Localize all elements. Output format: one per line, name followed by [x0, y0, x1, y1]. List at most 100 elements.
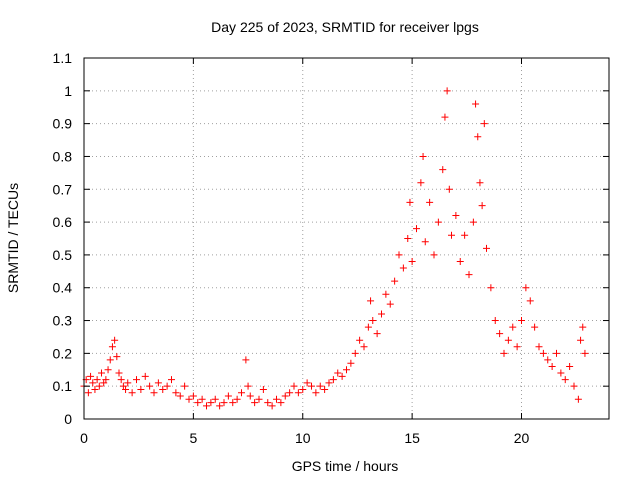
y-tick-label: 0.3 [53, 313, 73, 329]
data-point [566, 362, 574, 370]
data-point [89, 379, 97, 387]
data-point [111, 336, 119, 344]
data-point [399, 264, 407, 272]
data-point [491, 317, 499, 325]
chart-title: Day 225 of 2023, SRMTID for receiver lpg… [211, 19, 479, 35]
x-tick-label: 15 [404, 430, 420, 446]
data-point [113, 353, 121, 361]
y-tick-label: 0.8 [53, 148, 73, 164]
data-point [259, 385, 267, 393]
data-point [579, 323, 587, 331]
data-point [329, 376, 337, 384]
data-point [224, 392, 232, 400]
data-point [316, 382, 324, 390]
data-point [303, 379, 311, 387]
data-point [104, 366, 112, 374]
data-point [445, 185, 453, 193]
data-point [216, 402, 224, 410]
data-point [133, 376, 140, 384]
data-point [417, 179, 425, 187]
data-point [277, 399, 285, 407]
y-axis-title: SRMTID / TECUs [5, 183, 21, 293]
data-point [347, 359, 355, 367]
data-point [469, 218, 477, 226]
y-tick-label: 0 [64, 411, 72, 427]
data-point [421, 238, 429, 246]
y-tick-label: 0.5 [53, 247, 73, 263]
data-point [360, 343, 368, 351]
data-point [391, 277, 399, 285]
data-point [539, 349, 547, 357]
data-point [244, 382, 252, 390]
data-point [456, 257, 464, 265]
data-point [189, 392, 197, 400]
data-point [472, 100, 480, 108]
data-point [480, 120, 488, 128]
data-point [198, 395, 206, 403]
data-point [281, 392, 289, 400]
data-point [395, 251, 403, 259]
data-point [220, 399, 228, 407]
data-point [373, 330, 381, 338]
data-point [526, 297, 534, 305]
data-point [487, 284, 495, 292]
data-point [95, 382, 103, 390]
data-point [461, 231, 469, 239]
data-point [290, 382, 298, 390]
x-tick-label: 20 [514, 430, 530, 446]
data-point [476, 179, 484, 187]
data-point [441, 113, 449, 121]
data-point [452, 212, 460, 220]
data-point [150, 389, 158, 397]
data-point [364, 323, 372, 331]
data-point [299, 385, 307, 393]
data-point [159, 385, 167, 393]
data-point [146, 382, 154, 390]
data-point [273, 395, 280, 403]
data-point [185, 395, 193, 403]
y-tick-label: 0.4 [53, 280, 73, 296]
data-point [207, 399, 215, 407]
data-point [430, 251, 438, 259]
x-tick-label: 5 [189, 430, 197, 446]
data-point [141, 372, 149, 380]
data-point [413, 225, 420, 233]
data-point [308, 382, 315, 390]
y-tick-label: 0.7 [53, 181, 73, 197]
data-point [378, 310, 385, 318]
data-point [93, 376, 101, 384]
data-point [321, 385, 329, 393]
data-point [246, 392, 254, 400]
data-point [570, 382, 578, 390]
data-point [426, 198, 434, 206]
data-point [448, 231, 455, 239]
y-tick-labels: 0 0.1 0.2 0.3 0.4 0.5 0.6 0.7 0.8 0.9 1 1.1 [53, 50, 73, 427]
data-point [518, 317, 525, 325]
x-tick-label: 10 [295, 430, 311, 446]
data-point [128, 389, 136, 397]
data-point [251, 399, 259, 407]
y-tick-label: 0.2 [53, 345, 73, 361]
data-point [137, 385, 145, 393]
data-point [108, 343, 116, 351]
data-point [478, 202, 486, 210]
axis-ticks [83, 57, 609, 420]
y-tick-label: 1 [64, 83, 72, 99]
x-axis-title: GPS time / hours [292, 458, 399, 474]
data-point [443, 87, 451, 95]
x-tick-label: 0 [80, 430, 88, 446]
x-tick-labels: 0 5 10 15 20 [80, 430, 529, 446]
scatter-points [80, 87, 589, 410]
data-point [419, 152, 427, 160]
data-point [553, 349, 560, 357]
data-point [286, 389, 294, 397]
data-point [404, 235, 412, 242]
plot-frame [83, 57, 610, 420]
data-point [87, 372, 95, 380]
data-point [382, 290, 390, 298]
data-point [176, 392, 184, 400]
data-point [548, 362, 556, 370]
data-point [504, 336, 512, 344]
